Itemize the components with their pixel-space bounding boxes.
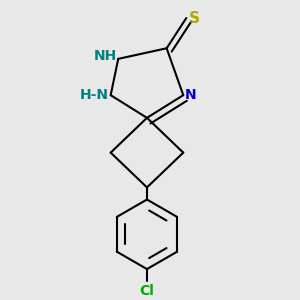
Text: S: S <box>189 11 200 26</box>
Text: H-N: H-N <box>80 88 109 102</box>
Text: NH: NH <box>94 50 117 63</box>
Text: N: N <box>185 88 197 102</box>
Text: Cl: Cl <box>140 284 154 298</box>
